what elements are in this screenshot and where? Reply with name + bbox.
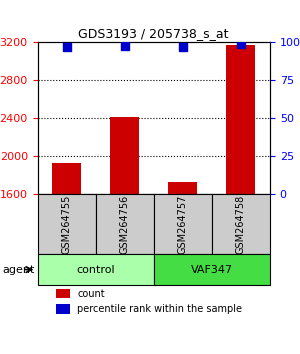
Bar	[52, 163, 81, 194]
Title: GDS3193 / 205738_s_at: GDS3193 / 205738_s_at	[79, 27, 229, 40]
FancyBboxPatch shape	[154, 194, 212, 255]
FancyBboxPatch shape	[212, 194, 270, 255]
FancyBboxPatch shape	[96, 194, 154, 255]
Bar	[56, 289, 70, 298]
Point	[238, 41, 243, 47]
FancyBboxPatch shape	[38, 255, 154, 285]
Text: control: control	[76, 265, 115, 275]
Bar	[168, 182, 197, 194]
Bar	[110, 117, 139, 194]
FancyBboxPatch shape	[38, 194, 96, 255]
Text: count: count	[77, 289, 105, 299]
Text: GSM264758: GSM264758	[236, 195, 246, 254]
Point	[180, 44, 185, 50]
FancyBboxPatch shape	[154, 255, 270, 285]
Text: percentile rank within the sample: percentile rank within the sample	[77, 304, 242, 314]
Text: VAF347: VAF347	[191, 265, 233, 275]
Text: agent: agent	[2, 265, 34, 275]
Point	[64, 44, 69, 50]
Bar	[56, 304, 70, 314]
Bar	[226, 45, 256, 194]
Text: GSM264757: GSM264757	[178, 194, 188, 254]
Point	[122, 43, 127, 48]
Text: GSM264756: GSM264756	[120, 195, 130, 254]
Text: GSM264755: GSM264755	[61, 194, 72, 254]
